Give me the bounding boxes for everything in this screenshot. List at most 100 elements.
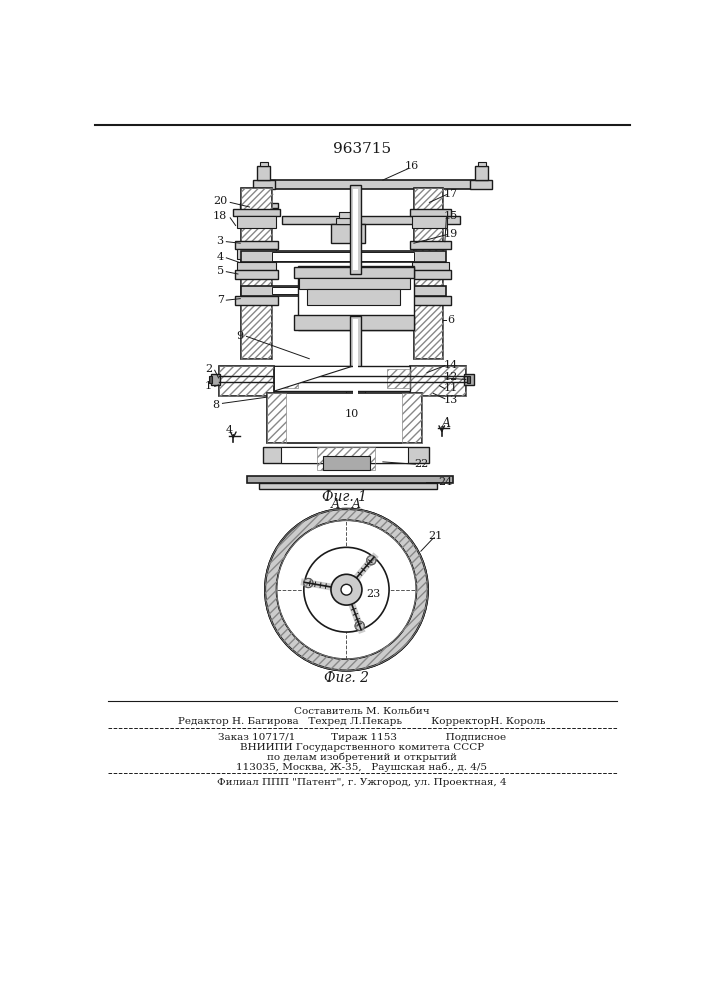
Bar [237,262,276,270]
Text: 1: 1 [205,381,212,391]
Circle shape [367,556,376,565]
Bar [240,203,279,208]
Text: 4: 4 [216,252,223,262]
Bar [261,180,477,189]
Bar [235,270,279,279]
Bar [298,266,414,330]
Text: 16: 16 [404,161,419,171]
Circle shape [341,584,352,595]
Circle shape [303,578,313,588]
Bar [267,393,286,443]
Bar [272,287,414,294]
Text: Заказ 10717/1           Тираж 1153               Подписное: Заказ 10717/1 Тираж 1153 Подписное [218,733,506,742]
Bar [478,162,486,166]
Bar [267,393,421,443]
Circle shape [355,621,364,630]
Wedge shape [265,509,428,671]
Bar [411,262,449,270]
Text: 22: 22 [414,459,428,469]
Bar [274,369,298,388]
Bar [263,447,429,463]
Bar [402,393,421,443]
Text: 19: 19 [444,229,458,239]
Circle shape [304,547,389,632]
Text: Редактор Н. Багирова   Техред Л.Пекарь         КорректорН. Король: Редактор Н. Багирова Техред Л.Пекарь Кор… [178,717,546,726]
Bar [410,366,466,396]
Text: 23: 23 [366,589,380,599]
Text: Фиг. 2: Фиг. 2 [324,671,369,685]
Bar [293,267,414,278]
Bar [272,252,414,261]
Bar [274,366,410,391]
Circle shape [265,509,428,671]
Bar [475,166,488,180]
Bar [351,316,361,416]
Bar [337,218,360,224]
Bar [410,270,451,279]
Bar [241,286,446,296]
Bar [259,483,437,489]
Bar [410,296,451,305]
Bar [218,366,274,396]
Text: ВНИИПИ Государственного комитета СССР: ВНИИПИ Государственного комитета СССР [240,743,484,752]
Bar [235,241,279,249]
Text: 963715: 963715 [333,142,391,156]
Bar [282,216,460,224]
Bar [464,374,474,385]
Text: 15: 15 [444,211,458,221]
Bar [260,162,268,166]
Bar [354,319,358,414]
Bar [250,208,268,212]
Bar [410,366,466,396]
Bar [323,456,370,470]
Bar [331,224,365,243]
Bar [247,476,452,483]
Bar [354,189,358,270]
Bar [209,376,212,383]
Circle shape [276,520,416,659]
Text: 5: 5 [216,266,223,276]
Bar [281,447,409,463]
Text: Составитель М. Кольбич: Составитель М. Кольбич [294,707,430,716]
Text: 13: 13 [444,395,458,405]
Text: 3: 3 [216,236,223,246]
Bar [467,376,470,383]
Bar [411,216,448,228]
Bar [233,209,280,216]
Bar [387,369,410,388]
Text: 11: 11 [444,383,458,393]
Text: 17: 17 [444,189,458,199]
Bar [346,388,365,400]
Text: Фиг. 1: Фиг. 1 [322,490,367,504]
Text: 14: 14 [444,360,458,370]
Polygon shape [245,194,273,203]
Bar [237,216,276,228]
Bar [349,400,362,406]
Text: 12: 12 [444,372,458,382]
Bar [414,188,443,359]
Text: 113035, Москва, Ж-35,   Раушская наб., д. 4/5: 113035, Москва, Ж-35, Раушская наб., д. … [236,763,487,772]
Bar [241,251,446,262]
Text: 10: 10 [345,409,359,419]
Bar [410,241,451,249]
Polygon shape [296,477,307,489]
Bar [299,278,410,289]
Bar [339,212,357,218]
Text: 6: 6 [448,315,455,325]
Bar [211,374,220,385]
Bar [257,166,270,180]
Polygon shape [381,477,392,489]
Circle shape [331,574,362,605]
Bar [218,366,274,396]
Bar [237,249,276,259]
Polygon shape [274,366,352,391]
Bar [307,289,400,305]
Text: по делам изобретений и открытий: по делам изобретений и открытий [267,753,457,762]
Bar [293,315,414,330]
Text: 21: 21 [428,531,443,541]
Text: А - А: А - А [331,498,362,512]
Text: 7: 7 [216,295,223,305]
Text: 2: 2 [205,364,212,374]
Text: A: A [442,417,451,430]
Bar [241,188,272,359]
